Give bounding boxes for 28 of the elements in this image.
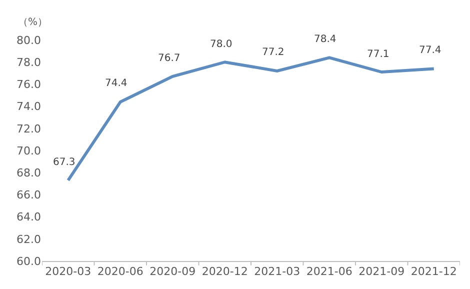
x-tick-label: 2021-06 <box>306 265 352 278</box>
text: 77.2 <box>262 47 284 58</box>
x-tick-label: 2020-06 <box>97 265 144 278</box>
y-tick-label: 78.0 <box>16 56 41 69</box>
y-tick-label: 70.0 <box>16 144 41 158</box>
y-tick-label: 66.0 <box>16 188 41 202</box>
text: 77.4 <box>419 45 442 56</box>
y-tick-label: 60.0 <box>16 254 41 268</box>
x-tick-label: 2021-09 <box>358 265 405 278</box>
y-tick-label: 64.0 <box>16 210 41 224</box>
text: 76.7 <box>158 53 180 64</box>
x-tick-label: 2021-03 <box>254 265 300 278</box>
y-tick-label: 72.0 <box>16 122 41 136</box>
y-tick-label: 80.0 <box>16 34 41 47</box>
x-tick-label: 2021-12 <box>410 265 457 278</box>
y-axis-title: （%） <box>18 17 48 28</box>
y-tick-label: 74.0 <box>16 100 41 114</box>
x-tick-label: 2020-09 <box>150 265 196 278</box>
y-tick-label: 68.0 <box>16 166 41 180</box>
x-tick-label: 2020-03 <box>45 265 92 278</box>
text: 78.4 <box>314 34 336 45</box>
text: 78.0 <box>210 39 232 50</box>
text: 74.4 <box>105 78 128 89</box>
y-tick-label: 76.0 <box>16 78 41 92</box>
x-tick-label: 2020-12 <box>202 265 248 278</box>
text: 77.1 <box>367 49 390 60</box>
y-tick-label: 62.0 <box>16 232 41 246</box>
text: 67.3 <box>53 157 76 168</box>
